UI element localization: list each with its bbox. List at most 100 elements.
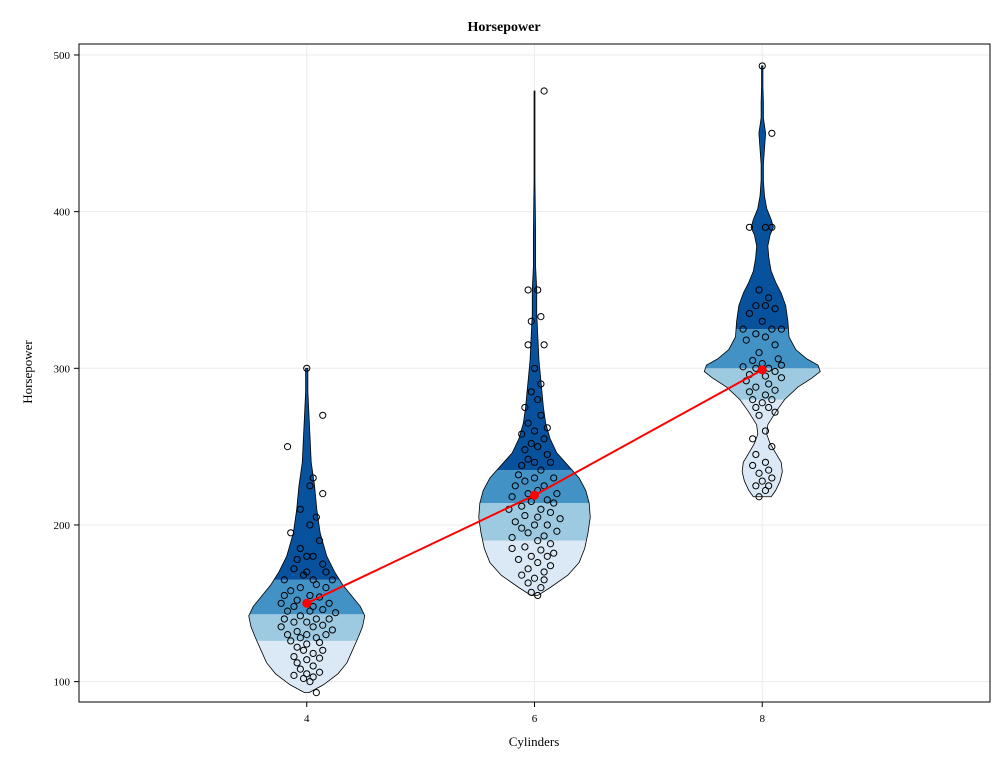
- data-point: [527, 439, 535, 448]
- y-axis-label: Horsepower: [20, 340, 35, 404]
- data-point: [527, 317, 535, 325]
- data-point: [739, 325, 747, 333]
- x-tick-label: 4: [304, 713, 310, 725]
- data-point: [518, 524, 526, 532]
- data-point: [537, 466, 545, 474]
- data-point: [765, 380, 773, 388]
- data-point: [749, 435, 757, 443]
- data-point: [768, 325, 776, 333]
- data-point: [745, 309, 754, 318]
- data-point: [315, 593, 324, 601]
- data-point: [322, 631, 330, 639]
- data-point: [319, 605, 327, 614]
- data-point: [771, 367, 779, 376]
- data-point: [296, 634, 304, 642]
- data-point: [527, 388, 535, 396]
- data-point: [546, 508, 555, 517]
- data-point: [761, 458, 770, 466]
- data-point: [290, 618, 298, 626]
- data-point: [319, 490, 327, 498]
- data-point: [309, 623, 317, 631]
- violin-band-q2: [248, 614, 365, 641]
- data-point: [521, 446, 529, 454]
- data-point: [524, 529, 532, 537]
- data-point: [768, 443, 776, 451]
- data-point: [319, 621, 327, 629]
- data-point: [524, 286, 532, 294]
- data-point: [534, 591, 542, 600]
- data-point: [758, 477, 766, 485]
- data-point: [768, 474, 776, 482]
- data-point: [296, 505, 304, 513]
- data-point: [768, 129, 776, 137]
- x-tick-label: 8: [760, 713, 766, 725]
- data-point: [287, 637, 295, 645]
- data-point: [761, 486, 770, 495]
- data-point: [755, 286, 763, 294]
- data-point: [543, 521, 551, 529]
- data-point: [749, 356, 757, 365]
- data-point: [758, 62, 766, 70]
- data-point: [537, 313, 545, 321]
- data-point: [283, 443, 292, 451]
- data-point: [537, 584, 545, 592]
- data-point: [755, 469, 763, 477]
- data-point: [299, 571, 308, 579]
- data-point: [309, 662, 317, 670]
- data-point: [777, 361, 786, 369]
- data-point: [296, 612, 304, 620]
- data-point: [540, 576, 548, 584]
- data-point: [303, 631, 311, 639]
- data-point: [521, 511, 529, 520]
- y-tick-label: 400: [54, 207, 71, 219]
- data-point: [537, 411, 545, 419]
- data-point: [303, 618, 311, 626]
- data-point: [534, 396, 542, 404]
- data-point: [771, 341, 779, 349]
- data-point: [303, 656, 311, 664]
- data-point: [761, 427, 770, 435]
- data-point: [306, 607, 314, 615]
- data-point: [296, 584, 304, 592]
- data-point: [540, 568, 548, 576]
- data-point: [518, 502, 526, 510]
- data-point: [777, 374, 786, 382]
- data-point: [331, 609, 340, 617]
- data-point: [306, 521, 314, 529]
- data-point: [290, 602, 298, 611]
- data-point: [758, 317, 766, 325]
- data-point: [543, 424, 551, 432]
- data-point: [537, 505, 545, 513]
- data-point: [758, 399, 766, 407]
- data-point: [534, 558, 542, 567]
- data-point: [540, 341, 548, 349]
- data-point: [328, 626, 336, 634]
- data-point: [765, 294, 773, 302]
- data-point: [296, 544, 304, 553]
- data-point: [752, 383, 760, 391]
- data-point: [524, 455, 532, 463]
- data-point: [277, 599, 285, 607]
- data-point: [309, 552, 317, 560]
- data-point: [530, 474, 539, 482]
- chart-title: Horsepower: [467, 20, 540, 35]
- data-point: [530, 574, 539, 582]
- data-point: [537, 380, 545, 388]
- data-point: [293, 659, 301, 667]
- data-point: [540, 87, 548, 95]
- mean-marker: [530, 490, 539, 500]
- data-point: [290, 565, 298, 573]
- data-point: [749, 396, 757, 404]
- data-point: [518, 571, 526, 579]
- data-point: [325, 599, 333, 607]
- data-point: [283, 631, 292, 639]
- data-point: [280, 576, 288, 584]
- data-point: [527, 588, 535, 596]
- data-point: [319, 560, 327, 568]
- data-point: [312, 689, 320, 697]
- data-point: [514, 555, 523, 564]
- data-point: [777, 325, 786, 333]
- data-point: [518, 430, 526, 438]
- data-point: [322, 568, 330, 576]
